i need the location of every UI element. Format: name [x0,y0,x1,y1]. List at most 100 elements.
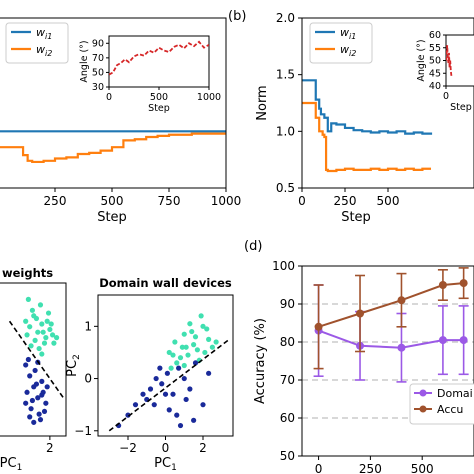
point-c1-1-3 [35,395,41,401]
y-tick-label-c2-2: 1 [84,319,92,333]
inset-y-tick-label-b-4: 60 [429,30,441,41]
point-c2-1-20 [191,417,197,423]
inset-x-tick-label-a-2: 1000 [197,92,221,103]
y-tick-label-b-3: 2.0 [276,11,295,25]
point-c1-0-19 [36,345,42,352]
inset-line-a [109,40,209,76]
marker-d-1-1 [356,309,365,318]
series-line-a-1 [0,132,226,164]
point-c1-0-0 [23,318,29,324]
point-c1-0-6 [47,326,53,333]
point-c1-1-0 [23,362,29,368]
scatter-group-c2 [108,313,230,432]
point-c2-1-17 [157,365,163,371]
inset-frame-b [445,34,474,87]
inset-x-tick-label-a-0: 0 [106,92,112,103]
y-tick-label-b-0: 0.5 [276,181,295,195]
axes-frame-d [301,265,474,457]
x-axis-label-a: Step [97,210,127,225]
inset-y-tick-label-b-1: 45 [429,68,441,79]
point-c2-1-10 [181,375,187,382]
point-c1-1-6 [24,389,30,395]
y-tick-label-d-0: 50 [280,449,295,463]
x-tick-label-d-1: 250 [359,462,382,474]
point-c2-1-7 [164,370,170,376]
point-c2-1-19 [177,422,184,429]
chart-c2: −2 0 2 −1 0 1 PC1 PC2 Domain wall devices [65,276,234,473]
point-c1-1-9 [36,411,42,417]
series-group-b [302,79,433,173]
panel-label-d: (d) [244,239,262,254]
inset-y-label-b: Angle (°) [416,39,427,81]
marker-d-0-3 [438,336,447,345]
inset-x-label-b: Step [450,102,472,113]
point-c2-0-7 [206,336,212,342]
point-c2-0-2 [177,355,184,361]
axes-frame-c1 [0,282,67,437]
point-c2-0-13 [168,365,174,371]
point-c2-0-3 [183,344,189,350]
point-c1-0-10 [37,302,44,308]
inset-y-tick-label-b-3: 55 [429,43,441,54]
point-c2-0-1 [172,339,178,345]
point-c2-0-9 [181,331,187,337]
x-axis-label-c1: PC1 [0,456,22,473]
marker-d-0-4 [459,336,468,345]
x-tick-label-b-0: 0 [298,194,306,208]
point-c2-1-14 [166,407,172,413]
point-c1-0-9 [32,337,38,343]
point-c1-0-16 [45,310,52,316]
point-c2-1-4 [147,386,154,392]
y-tick-label-c2-1: 0 [84,372,92,386]
point-c2-0-17 [179,344,185,350]
x-tick-label-d-0: 0 [315,462,323,474]
point-c1-0-14 [33,315,40,322]
inset-y-tick-label-a-1: 50 [92,67,104,78]
point-c2-1-22 [151,402,157,408]
inset-y-tick-label-b-0: 40 [429,81,441,92]
point-c1-0-17 [53,335,60,341]
legend-label-d-1: Accu [437,403,463,416]
chart-title-c2: Domain wall devices [99,276,232,290]
x-axis-label-b: Step [341,210,371,225]
marker-d-1-3 [438,281,447,289]
chart-b: 0 250 500Step0.51.01.52.0Normwi1wi20404550… [255,11,474,225]
inset-frame-a [108,35,210,88]
inset-x-tick-label-b-0: 0 [443,91,449,102]
point-c1-0-11 [44,318,50,324]
y-tick-label-d-2: 70 [280,373,295,387]
point-c1-1-7 [28,406,34,412]
x-tick-label-a-2: 750 [158,194,181,208]
y-tick-label-d-3: 80 [280,335,295,349]
inset-x-label-a: Step [148,103,170,114]
point-c1-0-12 [49,332,56,338]
x-tick-label-c1-0: 2 [46,441,54,455]
point-c1-0-8 [25,296,31,302]
point-c2-0-16 [204,326,210,332]
point-c1-1-8 [32,367,38,374]
series-line-b-1 [302,101,431,173]
point-c1-1-17 [31,419,37,425]
point-c2-0-14 [185,352,191,358]
x-tick-label-c2-1: 0 [162,441,170,455]
x-tick-label-a-3: 1000 [211,194,242,208]
point-c1-1-4 [39,378,45,384]
point-c1-1-12 [29,397,36,404]
point-c2-1-2 [132,402,139,408]
inset-y-tick-label-b-2: 50 [429,56,441,67]
x-tick-label-b-1: 250 [334,194,357,208]
x-tick-label-b-2: 500 [377,194,400,208]
x-tick-label-c2-2: 2 [199,441,207,455]
point-c2-0-18 [187,321,193,327]
point-c1-1-19 [27,414,33,420]
x-axis-label-c2: PC1 [154,456,177,473]
inset-x-tick-label-a-1: 500 [150,92,168,103]
point-c1-1-14 [37,417,44,423]
y-tick-label-b-2: 1.5 [276,68,295,82]
point-c1-0-13 [28,343,34,349]
inset-y-tick-label-a-3: 90 [92,38,104,49]
point-c1-0-21 [48,321,54,327]
point-c1-0-15 [40,329,46,335]
